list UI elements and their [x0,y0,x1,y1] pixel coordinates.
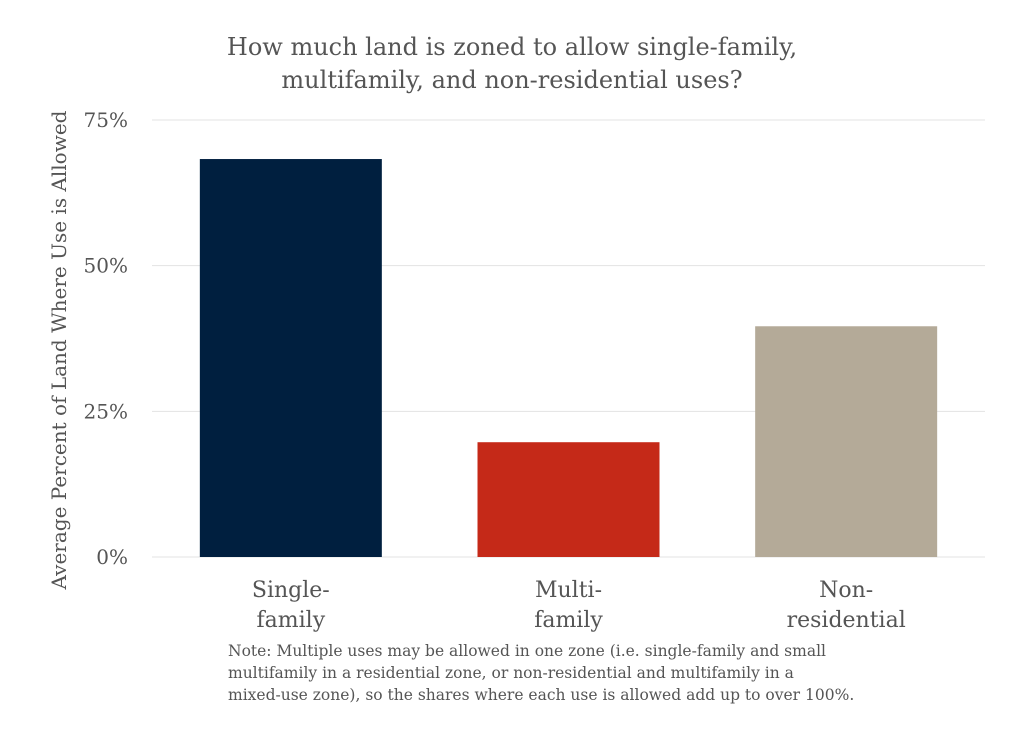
y-tick-label: 0% [96,545,128,569]
bar [199,159,382,557]
y-axis-label: Average Percent of Land Where Use is All… [47,110,71,590]
bar [477,442,660,557]
chart-note: Note: Multiple uses may be allowed in on… [228,642,854,704]
chart-title: How much land is zoned to allow single-f… [227,33,797,94]
chart-title-line-2: multifamily, and non-residential uses? [281,66,742,94]
chart-title-line-1: How much land is zoned to allow single-f… [227,33,797,61]
x-category-label: family [257,608,326,633]
x-axis-category-labels: Single-family Multi-family Non-residential [252,578,906,633]
bar [755,326,938,557]
y-tick-label: 25% [84,399,128,423]
x-category-label: Single- [252,578,330,603]
x-category-label: Multi- [535,578,602,603]
x-category-label: Non- [819,578,873,603]
y-axis-ticks: 0% 25% 50% 75% [84,108,128,569]
bars [199,159,938,557]
y-tick-label: 75% [84,108,128,132]
x-category-label: residential [787,608,906,633]
y-tick-label: 50% [84,254,128,278]
x-category-label: family [534,608,603,633]
note-line-1: Note: Multiple uses may be allowed in on… [228,642,826,660]
note-line-3: mixed-use zone), so the shares where eac… [228,686,854,704]
note-line-2: multifamily in a residential zone, or no… [228,664,794,682]
